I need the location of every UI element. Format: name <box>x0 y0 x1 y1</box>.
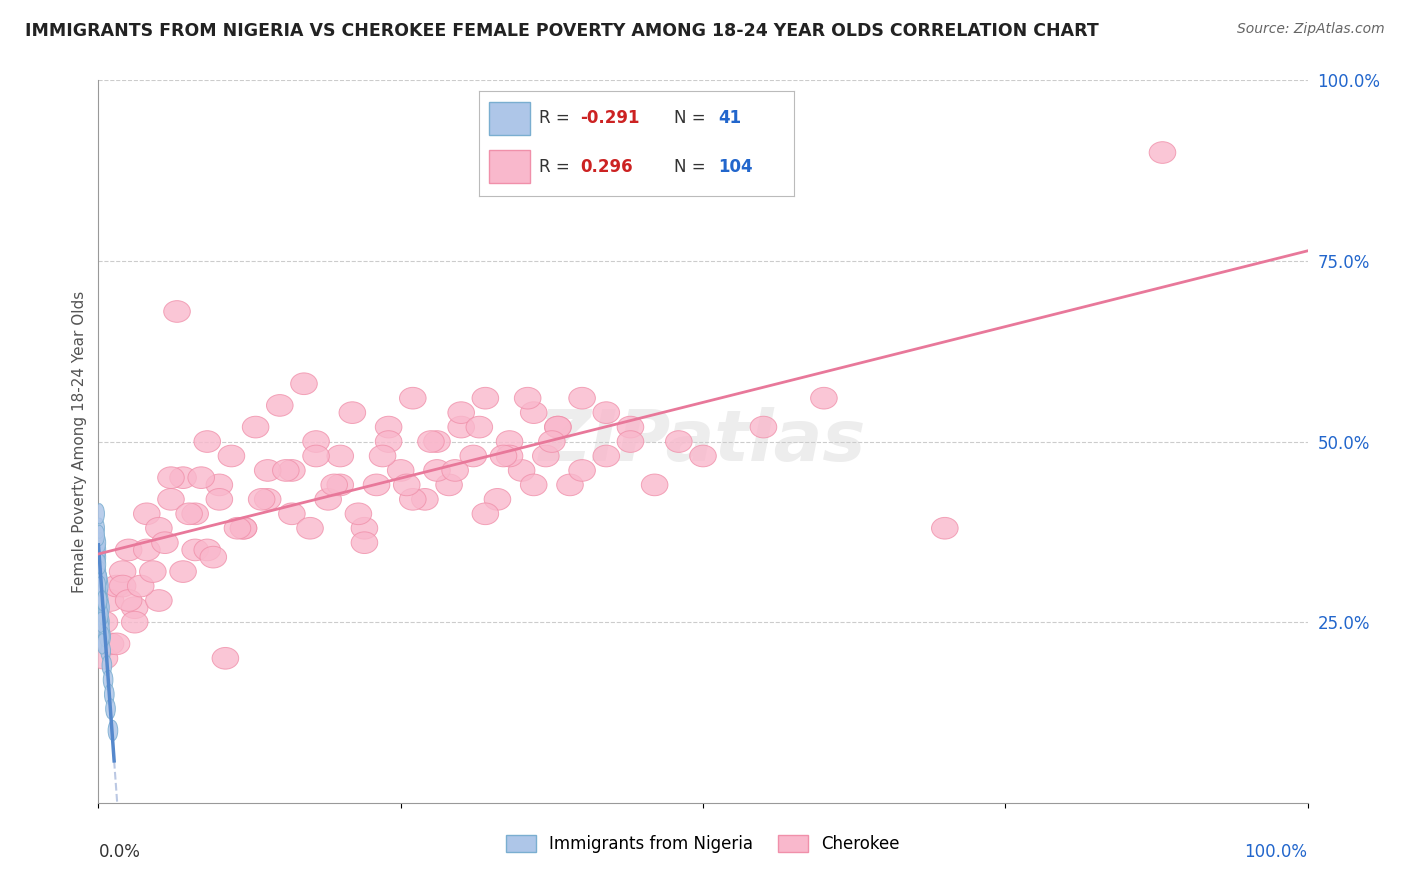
Y-axis label: Female Poverty Among 18-24 Year Olds: Female Poverty Among 18-24 Year Olds <box>72 291 87 592</box>
Text: 100.0%: 100.0% <box>1244 843 1308 861</box>
Text: ZIPatlas: ZIPatlas <box>540 407 866 476</box>
Text: Source: ZipAtlas.com: Source: ZipAtlas.com <box>1237 22 1385 37</box>
Text: 0.0%: 0.0% <box>98 843 141 861</box>
Legend: Immigrants from Nigeria, Cherokee: Immigrants from Nigeria, Cherokee <box>499 828 907 860</box>
Text: IMMIGRANTS FROM NIGERIA VS CHEROKEE FEMALE POVERTY AMONG 18-24 YEAR OLDS CORRELA: IMMIGRANTS FROM NIGERIA VS CHEROKEE FEMA… <box>25 22 1099 40</box>
